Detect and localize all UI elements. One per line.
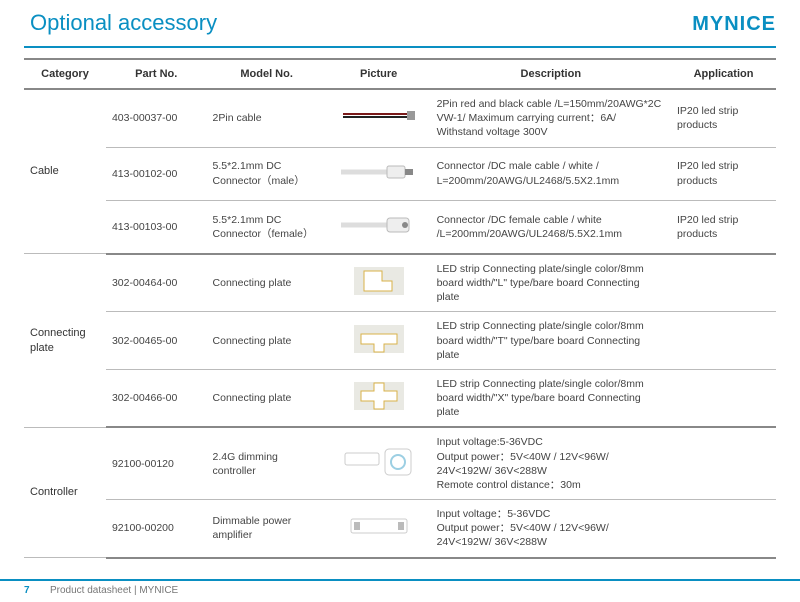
table-row: 302-00466-00Connecting plate LED strip Co… — [24, 369, 776, 427]
application-cell: IP20 led strip products — [671, 89, 776, 147]
page-title: Optional accessory — [30, 10, 217, 36]
application-cell — [671, 254, 776, 312]
accessories-table: Category Part No. Model No. Picture Desc… — [24, 58, 776, 559]
part-no-cell: 302-00466-00 — [106, 369, 207, 427]
table-body: Cable403-00037-002Pin cable 2Pin red and … — [24, 89, 776, 558]
description-cell: LED strip Connecting plate/single color/… — [431, 254, 671, 312]
cable-2pin-icon — [339, 99, 419, 133]
part-no-cell: 302-00464-00 — [106, 254, 207, 312]
model-no-cell: 2.4G dimming controller — [207, 427, 327, 499]
table-row: 302-00465-00Connecting plate LED strip Co… — [24, 312, 776, 370]
application-cell: IP20 led strip products — [671, 147, 776, 200]
model-no-cell: Connecting plate — [207, 312, 327, 370]
description-cell: Input voltage:5-36VDC Output power：5V<40… — [431, 427, 671, 499]
plate-l-icon — [339, 264, 419, 298]
ctrl-amp-icon — [339, 509, 419, 543]
picture-cell — [327, 312, 431, 370]
description-cell: Input voltage：5-36VDC Output power：5V<40… — [431, 500, 671, 558]
application-cell — [671, 312, 776, 370]
col-category: Category — [24, 59, 106, 89]
model-no-cell: Connecting plate — [207, 369, 327, 427]
plate-x-icon — [339, 379, 419, 413]
table-row: Connecting plate302-00464-00Connecting p… — [24, 254, 776, 312]
col-part-no: Part No. — [106, 59, 207, 89]
description-cell: LED strip Connecting plate/single color/… — [431, 369, 671, 427]
table-header-row: Category Part No. Model No. Picture Desc… — [24, 59, 776, 89]
col-picture: Picture — [327, 59, 431, 89]
footer-text: Product datasheet | MYNICE — [50, 585, 178, 596]
description-cell: Connector /DC male cable / white / L=200… — [431, 147, 671, 200]
part-no-cell: 302-00465-00 — [106, 312, 207, 370]
plate-t-icon — [339, 322, 419, 356]
model-no-cell: Dimmable power amplifier — [207, 500, 327, 558]
table-container: Category Part No. Model No. Picture Desc… — [0, 58, 800, 579]
page-number: 7 — [24, 585, 38, 596]
picture-cell — [327, 200, 431, 254]
category-cell: Controller — [24, 427, 106, 557]
part-no-cell: 92100-00200 — [106, 500, 207, 558]
model-no-cell: 5.5*2.1mm DC Connector（female） — [207, 200, 327, 254]
header: Optional accessory MYNICE — [0, 0, 800, 42]
picture-cell — [327, 369, 431, 427]
ctrl-dim-icon — [339, 445, 419, 479]
part-no-cell: 403-00037-00 — [106, 89, 207, 147]
category-cell: Connecting plate — [24, 254, 106, 428]
col-model-no: Model No. — [207, 59, 327, 89]
model-no-cell: Connecting plate — [207, 254, 327, 312]
model-no-cell: 5.5*2.1mm DC Connector（male） — [207, 147, 327, 200]
description-cell: LED strip Connecting plate/single color/… — [431, 312, 671, 370]
footer: 7 Product datasheet | MYNICE — [0, 579, 800, 602]
description-cell: 2Pin red and black cable /L=150mm/20AWG*… — [431, 89, 671, 147]
table-row: Controller92100-001202.4G dimming contro… — [24, 427, 776, 499]
brand-logo: MYNICE — [692, 13, 776, 36]
application-cell: IP20 led strip products — [671, 200, 776, 254]
picture-cell — [327, 89, 431, 147]
picture-cell — [327, 147, 431, 200]
page: Optional accessory MYNICE Category Part … — [0, 0, 800, 602]
table-row: Cable403-00037-002Pin cable2Pin red and … — [24, 89, 776, 147]
header-rule — [24, 46, 776, 48]
part-no-cell: 413-00103-00 — [106, 200, 207, 254]
model-no-cell: 2Pin cable — [207, 89, 327, 147]
picture-cell — [327, 254, 431, 312]
table-row: 92100-00200Dimmable power amplifier Input… — [24, 500, 776, 558]
application-cell — [671, 369, 776, 427]
table-row: 413-00103-005.5*2.1mm DC Connector（femal… — [24, 200, 776, 254]
application-cell — [671, 500, 776, 558]
category-cell: Cable — [24, 89, 106, 254]
description-cell: Connector /DC female cable / white /L=20… — [431, 200, 671, 254]
col-description: Description — [431, 59, 671, 89]
col-application: Application — [671, 59, 776, 89]
application-cell — [671, 427, 776, 499]
dc-male-icon — [339, 155, 419, 189]
picture-cell — [327, 427, 431, 499]
table-row: 413-00102-005.5*2.1mm DC Connector（male）… — [24, 147, 776, 200]
dc-female-icon — [339, 208, 419, 242]
part-no-cell: 92100-00120 — [106, 427, 207, 499]
picture-cell — [327, 500, 431, 558]
part-no-cell: 413-00102-00 — [106, 147, 207, 200]
